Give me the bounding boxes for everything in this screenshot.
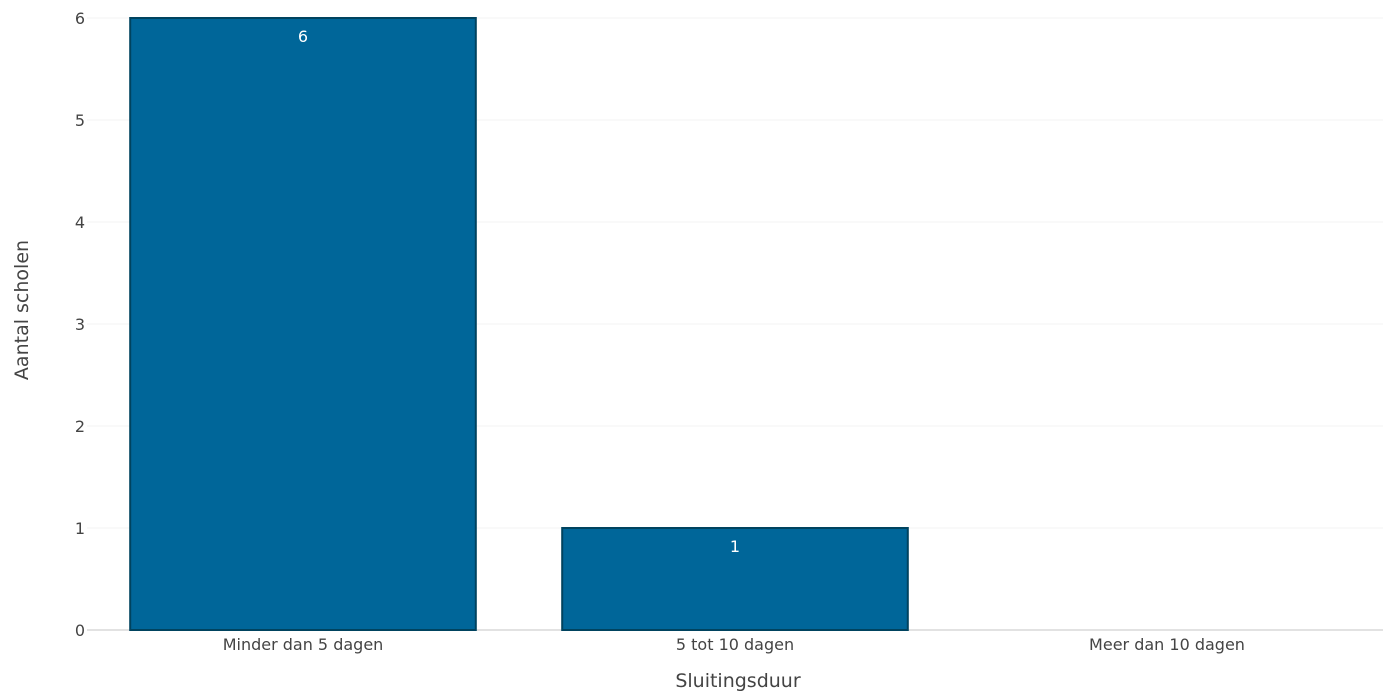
bar-value-label: 1 (730, 537, 740, 556)
bars (129, 17, 909, 631)
y-tick-label: 5 (75, 111, 85, 130)
y-tick-label: 0 (75, 621, 85, 640)
data-labels: 61 (298, 27, 740, 556)
y-axis: 0 1 2 3 4 5 6 (75, 9, 85, 640)
y-tick-label: 3 (75, 315, 85, 334)
bar-value-label: 6 (298, 27, 308, 46)
y-tick-label: 4 (75, 213, 85, 232)
y-tick-label: 2 (75, 417, 85, 436)
x-tick-label: Meer dan 10 dagen (1089, 635, 1245, 654)
bar (129, 17, 477, 631)
y-tick-label: 1 (75, 519, 85, 538)
x-axis: Minder dan 5 dagen 5 tot 10 dagen Meer dan… (223, 635, 1245, 654)
bar (561, 527, 909, 631)
y-tick-label: 6 (75, 9, 85, 28)
y-axis-title: Aantal scholen (11, 240, 33, 380)
x-tick-label: 5 tot 10 dagen (676, 635, 794, 654)
x-tick-label: Minder dan 5 dagen (223, 635, 384, 654)
x-axis-title: Sluitingsduur (675, 670, 801, 692)
